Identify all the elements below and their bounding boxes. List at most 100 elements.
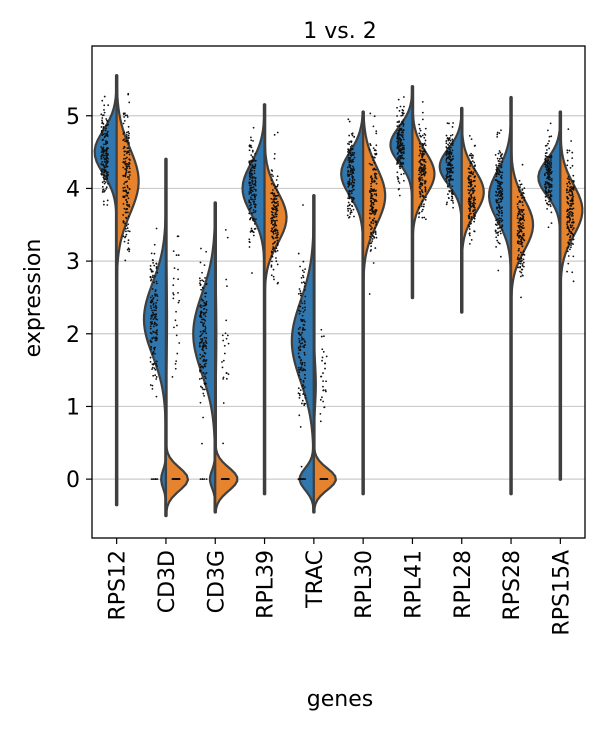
data-point — [550, 166, 553, 169]
data-point — [548, 147, 550, 150]
data-point — [248, 163, 251, 165]
data-point — [549, 171, 552, 174]
data-point — [370, 245, 373, 248]
data-point — [469, 201, 472, 204]
data-point — [178, 478, 181, 481]
data-point — [420, 173, 423, 176]
data-point — [105, 186, 108, 189]
data-point — [251, 212, 253, 215]
data-point — [368, 224, 371, 226]
data-point — [270, 264, 273, 267]
data-point — [251, 149, 254, 152]
data-point — [516, 205, 519, 208]
data-point — [177, 291, 179, 294]
data-point — [370, 231, 372, 234]
data-point — [199, 370, 202, 373]
data-point — [400, 163, 403, 166]
data-point — [368, 148, 371, 151]
data-point — [397, 180, 400, 183]
data-point — [177, 268, 179, 271]
data-point — [104, 143, 107, 146]
data-point — [348, 204, 351, 207]
data-point — [204, 292, 206, 295]
data-point — [276, 231, 279, 234]
data-point — [152, 318, 155, 321]
data-point — [497, 223, 500, 225]
data-point — [104, 140, 107, 142]
data-point — [125, 169, 128, 172]
data-point — [543, 173, 546, 175]
data-point — [200, 341, 203, 344]
data-point — [151, 368, 153, 370]
data-point — [104, 132, 106, 135]
data-point — [469, 185, 472, 188]
data-point — [519, 243, 521, 245]
data-point — [276, 131, 279, 134]
data-point — [517, 236, 520, 238]
data-point — [125, 189, 128, 192]
data-point — [353, 151, 356, 154]
data-point — [447, 152, 450, 155]
data-point — [272, 233, 275, 235]
data-point — [401, 165, 404, 168]
data-point — [205, 309, 208, 311]
data-point — [446, 170, 449, 173]
data-point — [402, 151, 405, 153]
data-point — [375, 172, 378, 175]
data-point — [544, 161, 547, 164]
data-point — [122, 220, 125, 223]
data-point — [571, 213, 574, 216]
data-point — [349, 207, 351, 210]
data-point — [353, 168, 356, 171]
data-point — [517, 254, 520, 256]
data-point — [106, 146, 109, 149]
data-point — [474, 211, 477, 214]
data-point — [200, 385, 202, 388]
data-point — [468, 232, 471, 235]
data-point — [321, 356, 324, 359]
data-point — [126, 151, 129, 154]
data-point — [519, 213, 522, 216]
data-point — [149, 321, 152, 324]
data-point — [550, 185, 553, 188]
data-point — [522, 250, 525, 252]
data-point — [348, 190, 350, 193]
data-point — [351, 205, 354, 208]
data-point — [201, 271, 203, 274]
data-point — [101, 168, 104, 170]
data-point — [423, 160, 426, 163]
data-point — [106, 178, 109, 180]
data-point — [122, 187, 125, 189]
data-point — [124, 114, 127, 117]
data-point — [152, 352, 154, 354]
data-point — [544, 189, 547, 192]
data-point — [154, 294, 157, 297]
data-point — [152, 313, 155, 316]
data-point — [350, 132, 353, 135]
data-point — [249, 188, 251, 190]
data-point — [547, 176, 549, 179]
data-point — [255, 194, 257, 196]
data-point — [550, 211, 553, 214]
data-point — [549, 183, 552, 186]
data-point — [567, 245, 570, 248]
data-point — [451, 140, 454, 143]
data-point — [100, 163, 103, 166]
data-point — [448, 167, 451, 170]
data-point — [270, 219, 273, 222]
data-point — [153, 275, 156, 277]
data-point — [370, 188, 373, 191]
data-point — [423, 168, 426, 171]
data-point — [254, 189, 257, 192]
data-point — [350, 173, 353, 176]
data-point — [272, 275, 275, 278]
data-point — [127, 134, 130, 137]
data-point — [545, 151, 548, 154]
data-point — [398, 182, 401, 184]
data-point — [522, 232, 525, 235]
data-point — [546, 129, 549, 132]
data-point — [128, 132, 130, 135]
data-point — [470, 178, 472, 181]
data-point — [348, 184, 351, 187]
